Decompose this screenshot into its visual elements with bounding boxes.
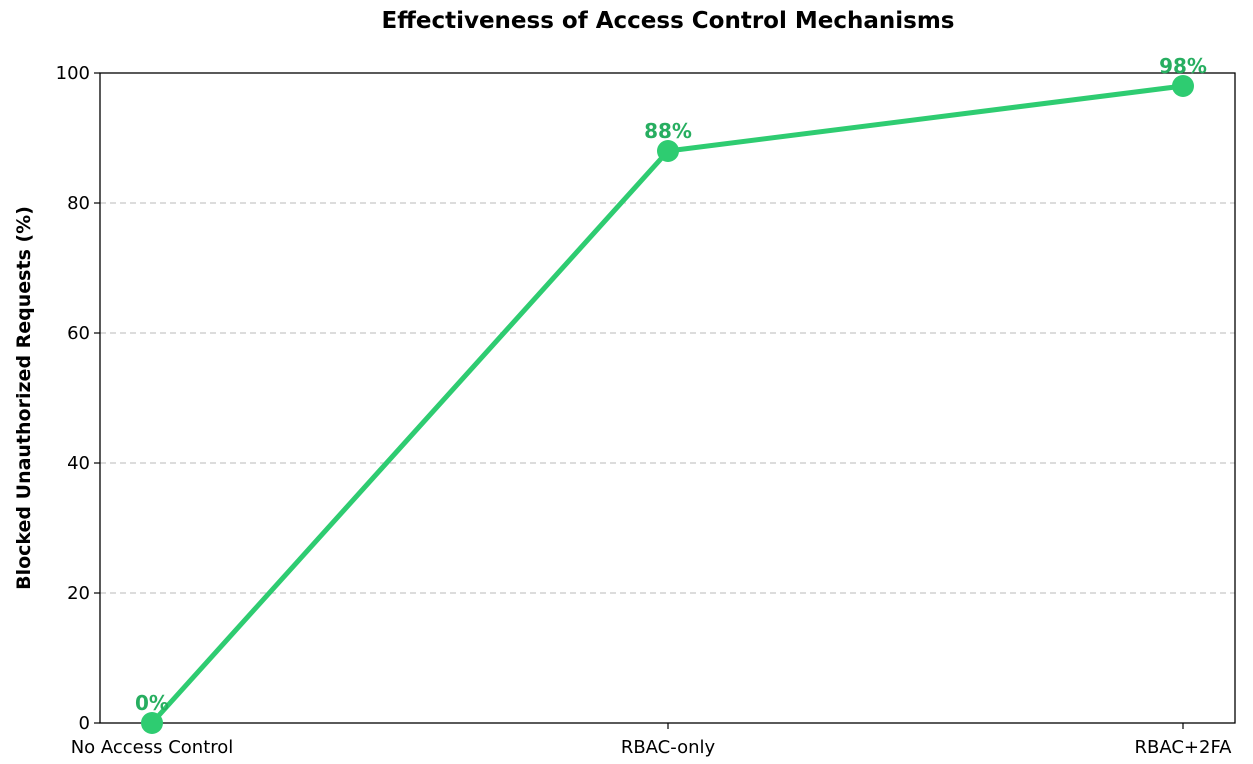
y-axis-label: Blocked Unauthorized Requests (%)	[13, 206, 35, 590]
data-point	[1172, 75, 1194, 97]
series-line	[149, 83, 1186, 726]
x-tick-label: RBAC+2FA	[1135, 737, 1233, 758]
x-axis: No Access Control RBAC-only RBAC+2FA	[71, 723, 1232, 758]
data-labels: 0% 88% 98%	[135, 54, 1207, 715]
data-label: 88%	[644, 119, 692, 143]
chart-title: Effectiveness of Access Control Mechanis…	[382, 8, 955, 34]
data-label: 0%	[135, 691, 169, 715]
data-label: 98%	[1159, 54, 1207, 78]
y-tick-label: 80	[67, 193, 90, 214]
plot-frame	[99, 72, 1236, 724]
data-point	[657, 140, 679, 162]
y-tick-label: 20	[67, 583, 90, 604]
series-success-rate	[141, 75, 1194, 734]
y-tick-label: 60	[67, 323, 90, 344]
data-point	[141, 712, 163, 734]
x-tick-label: No Access Control	[71, 737, 234, 758]
y-tick-label: 40	[67, 453, 90, 474]
y-tick-label: 100	[56, 63, 90, 84]
grid-lines	[100, 202, 1235, 594]
y-tick-label: 0	[79, 713, 90, 734]
x-tick-label: RBAC-only	[621, 737, 716, 758]
y-axis: 0 20 40 60 80 100	[56, 63, 100, 734]
